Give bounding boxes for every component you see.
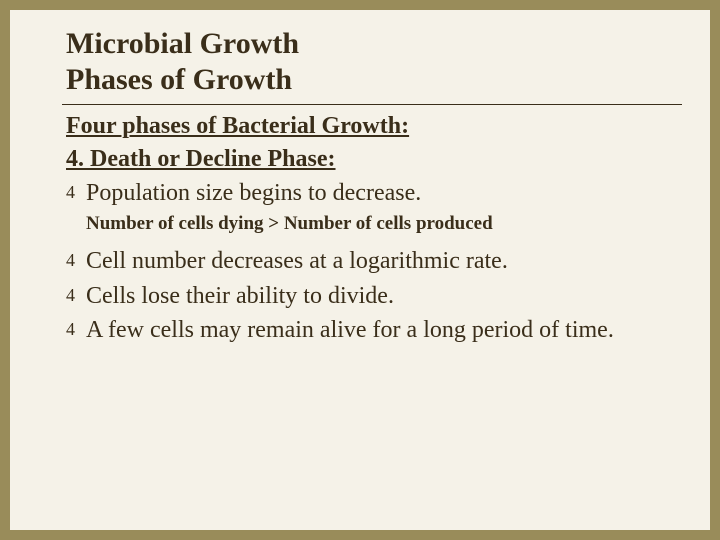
title-line-2: Phases of Growth xyxy=(66,62,682,98)
check-icon: 4 xyxy=(66,177,86,208)
subheading: Four phases of Bacterial Growth: xyxy=(66,113,682,140)
title-line-1: Microbial Growth xyxy=(66,26,682,62)
check-icon: 4 xyxy=(66,280,86,311)
bullet-item: 4 A few cells may remain alive for a lon… xyxy=(66,314,682,346)
bullet-item: 4 Cell number decreases at a logarithmic… xyxy=(66,245,682,277)
bullet-item: 4 Cells lose their ability to divide. xyxy=(66,280,682,312)
phase-heading: 4. Death or Decline Phase: xyxy=(66,146,682,173)
bullet-text: Population size begins to decrease. xyxy=(86,177,682,209)
title-block: Microbial Growth Phases of Growth xyxy=(66,26,682,98)
bullet-text: Cells lose their ability to divide. xyxy=(86,280,682,312)
bullet-text: Cell number decreases at a logarithmic r… xyxy=(86,245,682,277)
bullet-item: 4 Population size begins to decrease. xyxy=(66,177,682,209)
check-icon: 4 xyxy=(66,314,86,345)
sub-note: Number of cells dying > Number of cells … xyxy=(86,213,682,235)
check-icon: 4 xyxy=(66,245,86,276)
slide: Microbial Growth Phases of Growth Four p… xyxy=(10,10,710,530)
divider-rule xyxy=(62,104,682,105)
bullet-text: A few cells may remain alive for a long … xyxy=(86,314,682,346)
